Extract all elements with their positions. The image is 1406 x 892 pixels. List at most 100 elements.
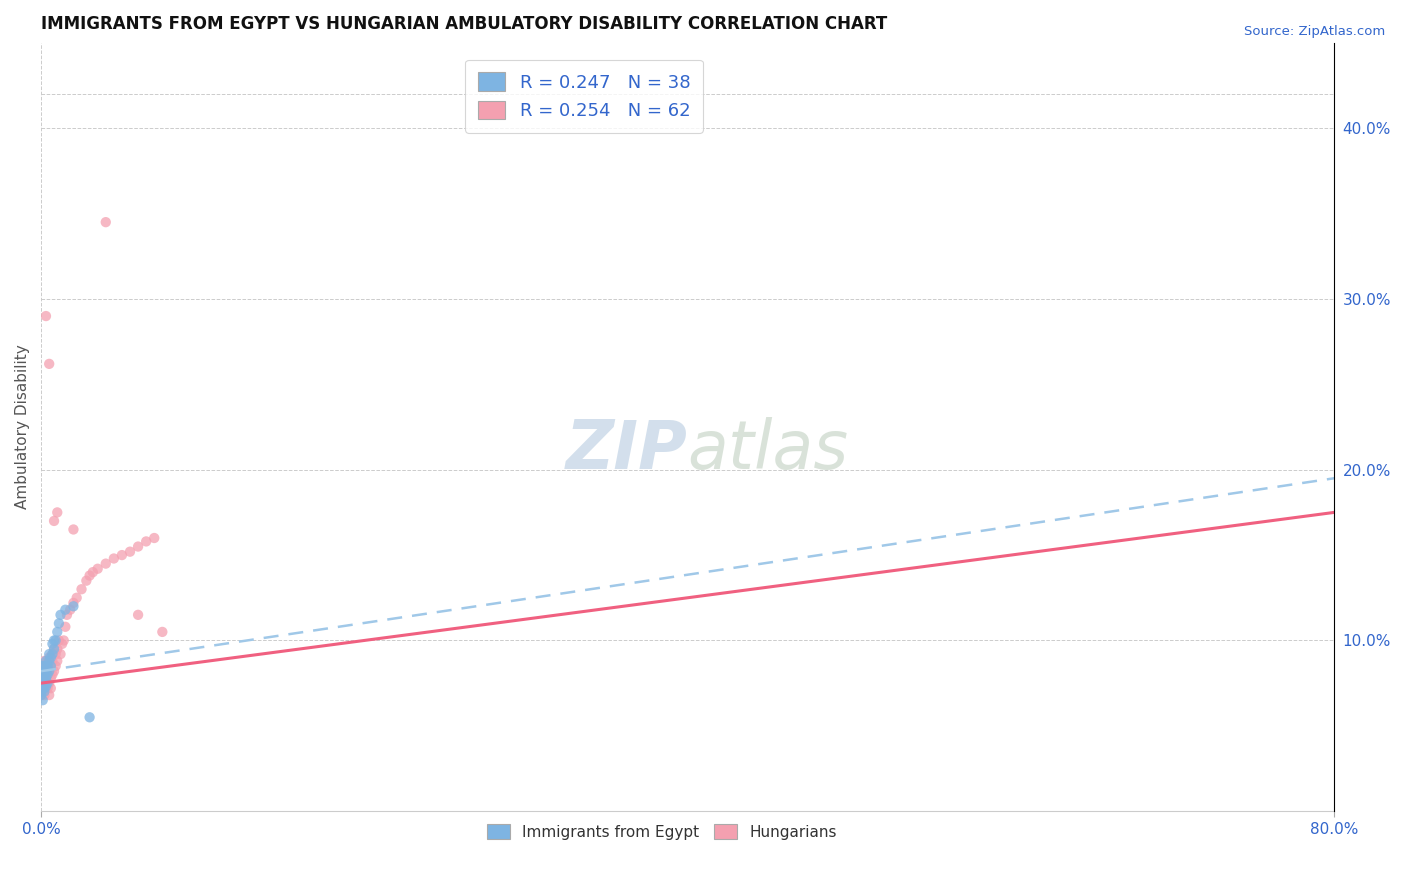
Point (34, 676, 56, 690)
Point (143, 531, 166, 545)
Point (111, 548, 134, 562)
Point (46, 654, 69, 668)
Point (34, 671, 56, 685)
Point (34, 688, 56, 702)
Point (37, 681, 59, 696)
Point (46, 624, 69, 639)
Point (31, 684, 53, 698)
Point (38, 676, 60, 690)
Point (38, 664, 60, 678)
Point (127, 540, 149, 554)
Point (37, 667, 59, 681)
Point (30, 688, 52, 702)
Point (94, 215, 117, 229)
Text: IMMIGRANTS FROM EGYPT VS HUNGARIAN AMBULATORY DISABILITY CORRELATION CHART: IMMIGRANTS FROM EGYPT VS HUNGARIAN AMBUL… (41, 15, 887, 33)
Point (38, 664, 60, 678)
Point (51, 637, 73, 651)
Point (41, 647, 63, 661)
Point (39, 650, 62, 665)
Point (41, 654, 63, 668)
Point (45, 647, 67, 661)
Point (34, 681, 56, 696)
Point (48, 633, 70, 648)
Point (39, 659, 62, 673)
Point (75, 574, 97, 588)
Point (103, 551, 125, 566)
Point (35, 664, 58, 678)
Point (31, 659, 53, 673)
Point (35, 654, 58, 668)
Point (37, 659, 59, 673)
Point (42, 514, 65, 528)
Point (31, 671, 53, 685)
Point (37, 654, 59, 668)
Y-axis label: Ambulatory Disability: Ambulatory Disability (15, 344, 30, 509)
Point (70, 582, 93, 597)
Point (34, 659, 56, 673)
Point (35, 671, 58, 685)
Point (42, 642, 65, 657)
Point (41, 647, 63, 661)
Point (62, 523, 84, 537)
Point (38, 647, 60, 661)
Point (45, 633, 67, 648)
Point (150, 624, 173, 639)
Point (62, 599, 84, 614)
Point (34, 667, 56, 681)
Point (37, 667, 59, 681)
Point (127, 607, 149, 622)
Point (38, 688, 60, 702)
Point (38, 650, 60, 665)
Point (35, 680, 58, 694)
Point (31, 681, 53, 696)
Point (48, 616, 70, 631)
Point (56, 607, 79, 622)
Point (31, 667, 53, 681)
Point (39, 671, 62, 685)
Point (31, 667, 53, 681)
Point (30, 681, 52, 696)
Point (52, 633, 75, 648)
Point (41, 667, 63, 681)
Point (30, 684, 52, 698)
Point (38, 357, 60, 371)
Point (35, 671, 58, 685)
Point (34, 676, 56, 690)
Point (31, 659, 53, 673)
Point (42, 664, 65, 678)
Point (35, 309, 58, 323)
Point (41, 637, 63, 651)
Point (46, 642, 69, 657)
Point (35, 659, 58, 673)
Point (49, 647, 72, 661)
Point (59, 603, 82, 617)
Point (34, 684, 56, 698)
Point (34, 664, 56, 678)
Point (94, 557, 117, 571)
Point (42, 633, 65, 648)
Point (79, 568, 101, 582)
Legend: Immigrants from Egypt, Hungarians: Immigrants from Egypt, Hungarians (481, 818, 844, 846)
Point (30, 688, 52, 702)
Text: Source: ZipAtlas.com: Source: ZipAtlas.com (1244, 25, 1385, 38)
Point (38, 654, 60, 668)
Point (53, 603, 76, 617)
Point (82, 565, 104, 579)
Text: ZIP: ZIP (565, 417, 688, 483)
Point (31, 676, 53, 690)
Point (31, 681, 53, 696)
Point (49, 607, 72, 622)
Point (34, 654, 56, 668)
Point (39, 681, 62, 696)
Text: atlas: atlas (688, 417, 849, 483)
Point (31, 676, 53, 690)
Point (37, 676, 59, 690)
Point (45, 659, 67, 673)
Point (31, 693, 53, 707)
Point (31, 664, 53, 678)
Point (42, 642, 65, 657)
Point (46, 505, 69, 519)
Point (35, 681, 58, 696)
Point (79, 710, 101, 724)
Point (118, 544, 141, 558)
